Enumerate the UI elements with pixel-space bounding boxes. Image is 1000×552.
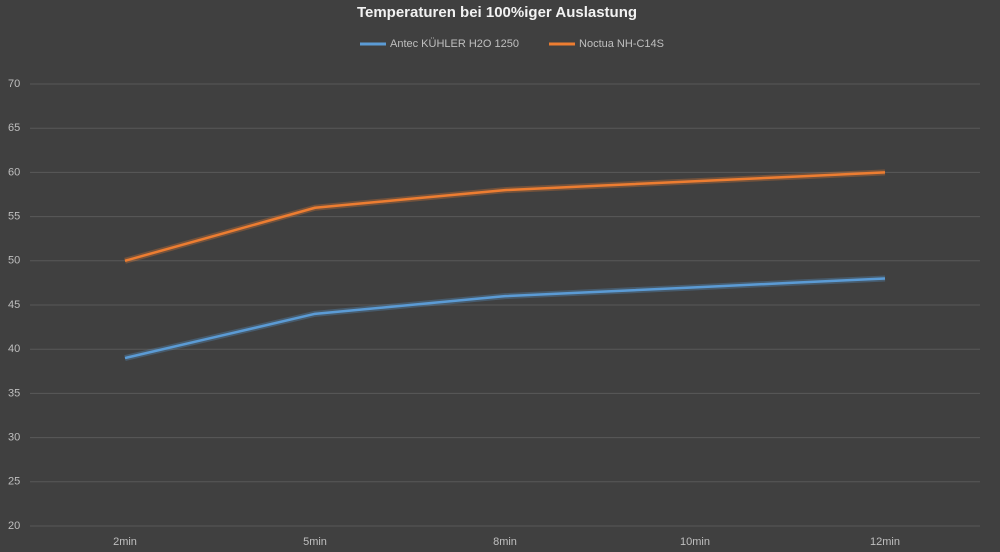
y-tick-label: 60 bbox=[8, 166, 20, 178]
y-tick-label: 45 bbox=[8, 299, 20, 311]
legend-label: Noctua NH-C14S bbox=[579, 38, 664, 50]
y-tick-label: 30 bbox=[8, 432, 20, 444]
y-tick-label: 40 bbox=[8, 343, 20, 355]
y-tick-label: 55 bbox=[8, 211, 20, 223]
chart-title: Temperaturen bei 100%iger Auslastung bbox=[357, 4, 637, 21]
x-tick-label: 5min bbox=[303, 536, 327, 548]
y-tick-label: 20 bbox=[8, 520, 20, 532]
legend-label: Antec KÜHLER H2O 1250 bbox=[390, 38, 519, 50]
x-tick-label: 8min bbox=[493, 536, 517, 548]
y-tick-label: 35 bbox=[8, 387, 20, 399]
y-tick-label: 50 bbox=[8, 255, 20, 267]
series-line bbox=[124, 171, 886, 263]
x-tick-label: 10min bbox=[680, 536, 710, 548]
y-tick-label: 65 bbox=[8, 122, 20, 134]
y-tick-label: 70 bbox=[8, 78, 20, 90]
x-tick-label: 12min bbox=[870, 536, 900, 548]
x-tick-label: 2min bbox=[113, 536, 137, 548]
y-tick-label: 25 bbox=[8, 476, 20, 488]
series-line bbox=[124, 277, 886, 360]
